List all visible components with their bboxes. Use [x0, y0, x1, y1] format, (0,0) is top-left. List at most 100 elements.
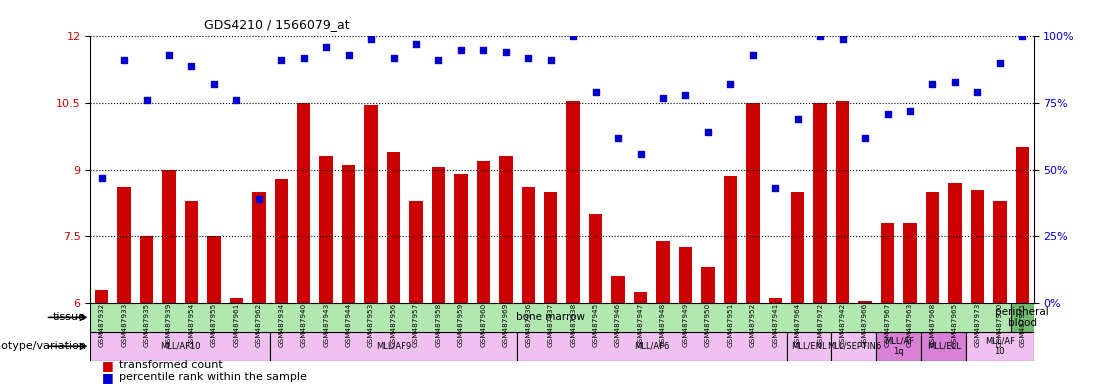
Bar — [320, 156, 333, 303]
Text: GSM487932: GSM487932 — [98, 303, 105, 347]
Bar — [921, 332, 966, 361]
Point — [767, 185, 784, 191]
Bar — [499, 156, 513, 303]
Bar — [95, 290, 108, 303]
Text: GSM487934: GSM487934 — [278, 303, 285, 347]
Text: MLL/SEPTIN6: MLL/SEPTIN6 — [827, 342, 881, 351]
Bar — [275, 179, 288, 303]
Text: GSM487946: GSM487946 — [615, 303, 621, 347]
Text: GSM487938: GSM487938 — [570, 303, 576, 347]
Text: tissue: tissue — [53, 312, 86, 323]
Text: GSM487933: GSM487933 — [121, 303, 127, 347]
Text: GSM487951: GSM487951 — [727, 303, 733, 347]
Text: MLL/AF10: MLL/AF10 — [160, 342, 201, 351]
Point — [923, 81, 941, 88]
Bar — [589, 214, 602, 303]
Bar — [966, 332, 1034, 361]
Point — [407, 41, 425, 48]
Text: GSM487961: GSM487961 — [234, 303, 239, 347]
Text: percentile rank within the sample: percentile rank within the sample — [119, 372, 307, 382]
Bar — [253, 192, 266, 303]
Text: GSM487971: GSM487971 — [1019, 303, 1026, 347]
Text: GSM487949: GSM487949 — [683, 303, 688, 347]
Point — [676, 92, 694, 98]
Bar — [611, 276, 624, 303]
Text: genotype/variation: genotype/variation — [0, 341, 86, 351]
Text: GSM487936: GSM487936 — [525, 303, 532, 347]
Text: GSM487947: GSM487947 — [638, 303, 643, 347]
Text: GSM487952: GSM487952 — [750, 303, 756, 347]
Bar — [454, 174, 468, 303]
Point — [116, 57, 133, 63]
Bar — [702, 267, 715, 303]
Text: GSM487973: GSM487973 — [974, 303, 981, 347]
Text: GSM487944: GSM487944 — [345, 303, 352, 347]
Text: GSM487950: GSM487950 — [705, 303, 711, 347]
Bar — [431, 167, 446, 303]
Bar — [117, 187, 131, 303]
Bar — [993, 201, 1007, 303]
Text: GSM487959: GSM487959 — [458, 303, 464, 347]
Point — [183, 63, 201, 69]
Bar — [881, 223, 895, 303]
Point — [699, 129, 717, 136]
Bar — [207, 236, 221, 303]
Text: GSM487968: GSM487968 — [930, 303, 935, 347]
Bar — [229, 298, 243, 303]
Text: GSM487963: GSM487963 — [907, 303, 913, 347]
Bar — [678, 247, 693, 303]
Bar — [876, 332, 921, 361]
Point — [362, 36, 379, 42]
Text: GSM487953: GSM487953 — [368, 303, 374, 347]
Point — [856, 135, 874, 141]
Point — [497, 50, 515, 56]
Point — [745, 52, 762, 58]
Text: GSM487939: GSM487939 — [167, 303, 172, 347]
Point — [834, 36, 852, 42]
Text: GSM487970: GSM487970 — [997, 303, 1003, 347]
Point — [946, 79, 964, 85]
Bar — [724, 176, 737, 303]
Text: GSM487935: GSM487935 — [143, 303, 150, 347]
Point — [789, 116, 806, 122]
Point — [565, 33, 582, 40]
Text: GSM487945: GSM487945 — [592, 303, 599, 347]
Bar — [387, 152, 400, 303]
Text: GSM487940: GSM487940 — [301, 303, 307, 347]
Bar — [813, 103, 827, 303]
Bar — [567, 101, 580, 303]
Point — [430, 57, 448, 63]
Point — [654, 95, 672, 101]
Bar — [858, 301, 871, 303]
Bar — [1011, 303, 1034, 332]
Text: MLL/ELL: MLL/ELL — [927, 342, 961, 351]
Bar — [270, 332, 517, 361]
Text: ■: ■ — [101, 359, 114, 372]
Text: ■: ■ — [101, 371, 114, 384]
Bar — [297, 103, 311, 303]
Text: GSM487943: GSM487943 — [323, 303, 329, 347]
Point — [879, 111, 897, 117]
Text: GSM487964: GSM487964 — [795, 303, 801, 347]
Point — [632, 151, 650, 157]
Text: GSM487972: GSM487972 — [817, 303, 823, 347]
Text: GSM487967: GSM487967 — [885, 303, 890, 347]
Text: GDS4210 / 1566079_at: GDS4210 / 1566079_at — [204, 18, 350, 31]
Point — [250, 196, 268, 202]
Text: GSM487941: GSM487941 — [772, 303, 779, 347]
Bar — [746, 103, 760, 303]
Bar — [971, 190, 984, 303]
Point — [272, 57, 290, 63]
Point — [520, 55, 537, 61]
Bar — [185, 201, 199, 303]
Bar — [1016, 147, 1029, 303]
Point — [609, 135, 627, 141]
Point — [968, 89, 986, 96]
Text: peripheral
blood: peripheral blood — [995, 306, 1049, 328]
Bar — [791, 192, 804, 303]
Point — [587, 89, 604, 96]
Bar — [90, 332, 270, 361]
Bar — [140, 236, 153, 303]
Bar — [517, 332, 786, 361]
Point — [901, 108, 919, 114]
